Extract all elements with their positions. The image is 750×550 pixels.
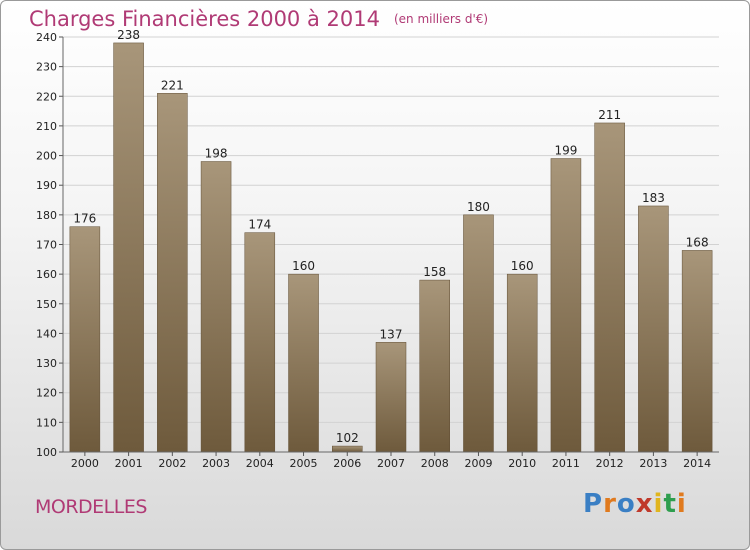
logo-letter: t bbox=[663, 489, 677, 519]
bar bbox=[506, 273, 538, 453]
chart-title-text: Charges Financières 2000 à 2014 bbox=[29, 7, 380, 31]
city-name: MORDELLES bbox=[35, 496, 147, 518]
y-tick-label: 100 bbox=[36, 446, 57, 459]
x-tick-label: 2001 bbox=[115, 457, 143, 470]
bar bbox=[113, 42, 144, 453]
x-tick-label: 2013 bbox=[639, 457, 667, 470]
y-tick-label: 130 bbox=[36, 357, 57, 370]
y-tick-label: 210 bbox=[36, 120, 57, 133]
bar bbox=[244, 232, 276, 453]
bar bbox=[594, 122, 625, 453]
logo-letter: r bbox=[603, 489, 617, 519]
x-tick-label: 2004 bbox=[246, 457, 274, 470]
bar bbox=[200, 161, 232, 453]
x-tick-label: 2012 bbox=[596, 457, 624, 470]
chart-unit: (en milliers d'€) bbox=[393, 12, 489, 26]
bars bbox=[69, 42, 713, 453]
x-tick-label: 2011 bbox=[552, 457, 580, 470]
bar-value-label: 176 bbox=[73, 212, 96, 226]
y-tick-label: 110 bbox=[36, 416, 57, 429]
bar bbox=[69, 226, 101, 453]
y-tick-label: 180 bbox=[36, 209, 57, 222]
bar bbox=[638, 205, 669, 453]
x-tick-label: 2009 bbox=[464, 457, 492, 470]
logo-letter: P bbox=[583, 489, 604, 519]
y-tick-label: 200 bbox=[36, 150, 57, 163]
bar-value-label: 238 bbox=[117, 28, 140, 42]
bar bbox=[332, 445, 363, 453]
bar-value-label: 199 bbox=[554, 144, 577, 158]
x-tick-label: 2005 bbox=[290, 457, 318, 470]
logo-letter: o bbox=[616, 489, 636, 519]
y-tick-label: 240 bbox=[36, 31, 57, 44]
bar-value-label: 221 bbox=[161, 78, 184, 92]
bar-value-label: 211 bbox=[598, 108, 621, 122]
bar bbox=[288, 273, 319, 453]
x-tick-label: 2002 bbox=[158, 457, 186, 470]
x-tick-label: 2003 bbox=[202, 457, 230, 470]
x-axis: 2000 2001 2002 2003 2004 2005 2006 2007 2008 2009… bbox=[63, 451, 719, 470]
x-tick-label: 2006 bbox=[333, 457, 361, 470]
logo-letter: x bbox=[635, 489, 654, 519]
y-tick-label: 160 bbox=[36, 268, 57, 281]
bar bbox=[463, 214, 494, 453]
y-tick-label: 230 bbox=[36, 61, 57, 74]
logo-letter: i bbox=[653, 489, 664, 519]
x-tick-label: 2010 bbox=[508, 457, 536, 470]
bar-value-label: 198 bbox=[205, 147, 228, 161]
y-tick-label: 120 bbox=[36, 387, 57, 400]
bar-value-label: 158 bbox=[423, 265, 446, 279]
bar bbox=[681, 250, 713, 453]
y-tick-label: 150 bbox=[36, 298, 57, 311]
value-labels: 176 238 221 198 174 160 102 137 158 180 160 199 211 1… bbox=[73, 28, 708, 445]
y-tick-label: 170 bbox=[36, 239, 57, 252]
bar-value-label: 160 bbox=[511, 259, 534, 273]
chart-title: Charges Financières 2000 à 2014 (en milli… bbox=[29, 7, 488, 31]
y-tick-label: 220 bbox=[36, 90, 57, 103]
bar-value-label: 137 bbox=[380, 327, 403, 341]
x-tick-label: 2014 bbox=[683, 457, 711, 470]
bar bbox=[375, 342, 407, 453]
bar-value-label: 180 bbox=[467, 200, 490, 214]
bar bbox=[550, 158, 582, 453]
x-tick-label: 2008 bbox=[421, 457, 449, 470]
bar-value-label: 174 bbox=[248, 218, 271, 232]
y-tick-label: 190 bbox=[36, 179, 57, 192]
y-axis: 100 110 120 130 140 150 160 170 180 190 200 210 220 2… bbox=[36, 31, 64, 459]
bar-value-label: 168 bbox=[686, 235, 709, 249]
x-tick-label: 2007 bbox=[377, 457, 405, 470]
x-tick-label: 2000 bbox=[71, 457, 99, 470]
logo-letter: i bbox=[676, 489, 687, 519]
bar bbox=[419, 279, 450, 453]
bar-value-label: 102 bbox=[336, 431, 359, 445]
bar-value-label: 160 bbox=[292, 259, 315, 273]
bar-value-label: 183 bbox=[642, 191, 665, 205]
proxiti-logo: Proxiti bbox=[583, 489, 687, 519]
y-tick-label: 140 bbox=[36, 327, 57, 340]
bar bbox=[157, 93, 188, 453]
